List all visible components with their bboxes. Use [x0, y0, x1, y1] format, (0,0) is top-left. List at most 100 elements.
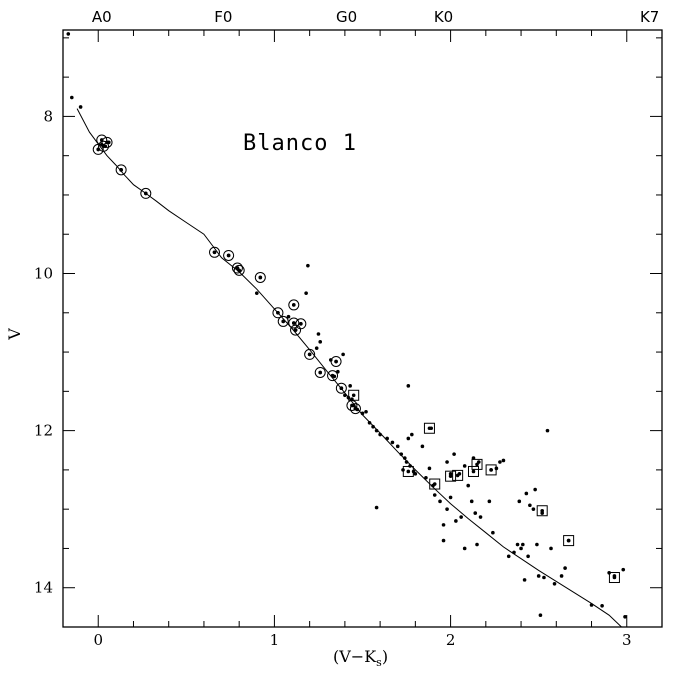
- x-axis-title-main: (V−K: [333, 647, 377, 666]
- star-point: [406, 384, 411, 388]
- star-point: [286, 314, 291, 319]
- star-point: [462, 546, 467, 551]
- star-point: [491, 530, 495, 535]
- member-circle-point: [339, 386, 344, 391]
- member-circle-point: [105, 140, 109, 145]
- star-point: [364, 409, 368, 414]
- member-square-point: [471, 469, 476, 474]
- plot-frame: [62, 29, 663, 628]
- star-point: [402, 456, 407, 460]
- star-point: [469, 499, 474, 504]
- star-point: [316, 332, 321, 336]
- star-point: [254, 291, 259, 295]
- member-circle-point: [307, 352, 312, 357]
- x-axis-title: (V−Ks): [333, 647, 388, 669]
- member-circle-marker: [223, 249, 235, 261]
- member-circle-marker: [140, 187, 152, 199]
- member-square-point: [455, 473, 460, 478]
- star-point: [318, 340, 323, 344]
- spectral-type-labels: A0 F0 G0 K0 K7: [92, 8, 660, 26]
- y-tick-label: 10: [34, 265, 53, 283]
- star-point: [374, 428, 379, 433]
- star-point: [535, 542, 539, 547]
- x-axis-title-close: ): [382, 647, 388, 666]
- star-point: [545, 428, 550, 433]
- member-square-marker: [536, 505, 548, 517]
- star-point: [589, 603, 594, 607]
- member-circle-marker: [314, 366, 326, 378]
- star-point: [385, 436, 389, 441]
- star-point: [395, 444, 400, 449]
- star-point: [78, 105, 83, 109]
- member-square-point: [406, 469, 411, 474]
- star-point: [478, 515, 483, 519]
- star-point: [487, 499, 492, 504]
- member-square-marker: [445, 470, 457, 482]
- star-point: [348, 384, 352, 388]
- star-point: [559, 574, 564, 578]
- y-axis-title: V: [5, 328, 24, 341]
- member-square-point: [489, 468, 493, 472]
- star-point: [432, 493, 437, 497]
- star-point: [536, 574, 541, 578]
- member-square-marker: [563, 535, 575, 547]
- star-point: [512, 550, 516, 555]
- member-circle-marker: [231, 262, 243, 274]
- member-circle-marker: [288, 317, 300, 329]
- star-point: [404, 460, 409, 464]
- x-axis-title-sub: s: [376, 656, 382, 669]
- star-point: [314, 346, 319, 350]
- star-point: [66, 32, 71, 36]
- member-circle-marker: [96, 134, 108, 146]
- star-point: [475, 542, 479, 547]
- member-square-marker: [348, 389, 360, 401]
- member-circle-point: [226, 253, 231, 258]
- star-point: [70, 95, 74, 100]
- member-circle-marker: [92, 143, 104, 155]
- star-point: [454, 519, 458, 523]
- star-point: [621, 567, 626, 572]
- member-circle-marker: [209, 246, 221, 258]
- member-circle-marker: [98, 140, 110, 152]
- star-point: [420, 444, 425, 449]
- member-square-point: [540, 508, 544, 513]
- member-circle-marker: [233, 264, 245, 276]
- member-circle-marker: [115, 164, 127, 176]
- star-point: [413, 472, 418, 476]
- star-point: [531, 507, 536, 511]
- member-circle-point: [353, 406, 358, 411]
- star-point: [538, 613, 543, 618]
- member-circle-marker: [277, 315, 289, 327]
- member-circle-point: [144, 191, 148, 196]
- chart-title: Blanco 1: [243, 131, 357, 156]
- star-point: [501, 458, 506, 463]
- member-circle-point: [258, 275, 263, 280]
- member-circle-point: [293, 328, 298, 332]
- member-circle-marker: [330, 355, 342, 367]
- star-point: [533, 487, 537, 492]
- member-circle-point: [237, 268, 241, 273]
- y-tick-label: 14: [34, 579, 53, 597]
- star-point: [522, 578, 527, 582]
- star-point: [406, 436, 411, 441]
- star-point: [445, 507, 449, 511]
- star-point: [399, 452, 404, 456]
- star-point: [459, 515, 463, 519]
- member-circle-marker: [304, 348, 316, 360]
- star-point: [445, 460, 449, 464]
- x-tick-label: 3: [622, 631, 632, 649]
- star-point: [438, 499, 442, 504]
- member-square-marker: [402, 465, 414, 477]
- star-point: [424, 475, 428, 480]
- star-point: [521, 542, 525, 547]
- star-point: [600, 603, 604, 608]
- member-square-point: [566, 538, 571, 543]
- star-point: [371, 424, 375, 429]
- star-point: [306, 263, 310, 268]
- star-point: [552, 581, 557, 586]
- member-circle-point: [299, 321, 303, 326]
- y-tick-label: 8: [43, 107, 53, 125]
- star-point: [519, 546, 523, 551]
